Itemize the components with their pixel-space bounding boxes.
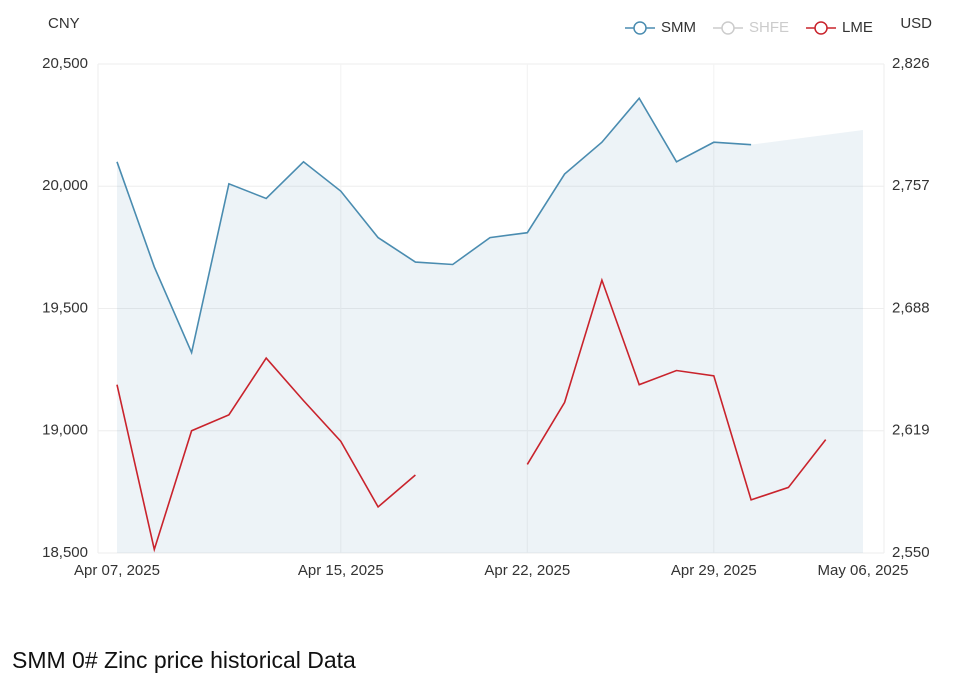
y-tick-label: 19,000 (42, 422, 88, 439)
x-tick-label: Apr 22, 2025 (484, 562, 570, 579)
legend-marker (721, 21, 735, 35)
x-tick-label: Apr 15, 2025 (298, 562, 384, 579)
y2-tick-label: 2,550 (892, 544, 930, 561)
y2-tick-label: 2,688 (892, 299, 930, 316)
y2-tick-label: 2,757 (892, 177, 930, 194)
chart-title: SMM 0# Zinc price historical Data (12, 647, 356, 673)
y-tick-label: 18,500 (42, 544, 88, 561)
x-tick-label: Apr 07, 2025 (74, 562, 160, 579)
series-area (117, 98, 863, 553)
legend-label[interactable]: SMM (661, 19, 696, 36)
y2-tick-label: 2,619 (892, 422, 930, 439)
y-tick-label: 19,500 (42, 299, 88, 316)
x-tick-label: Apr 29, 2025 (671, 562, 757, 579)
legend-label[interactable]: LME (842, 19, 873, 36)
x-tick-label: May 06, 2025 (818, 562, 909, 579)
y2-axis-unit: USD (900, 15, 932, 32)
legend-marker (814, 21, 828, 35)
legend-label[interactable]: SHFE (749, 19, 789, 36)
legend-marker (633, 21, 647, 35)
y2-tick-label: 2,826 (892, 55, 930, 72)
y-tick-label: 20,500 (42, 55, 88, 72)
y-tick-label: 20,000 (42, 177, 88, 194)
y-axis-unit: CNY (48, 15, 80, 32)
series-line (116, 277, 827, 553)
